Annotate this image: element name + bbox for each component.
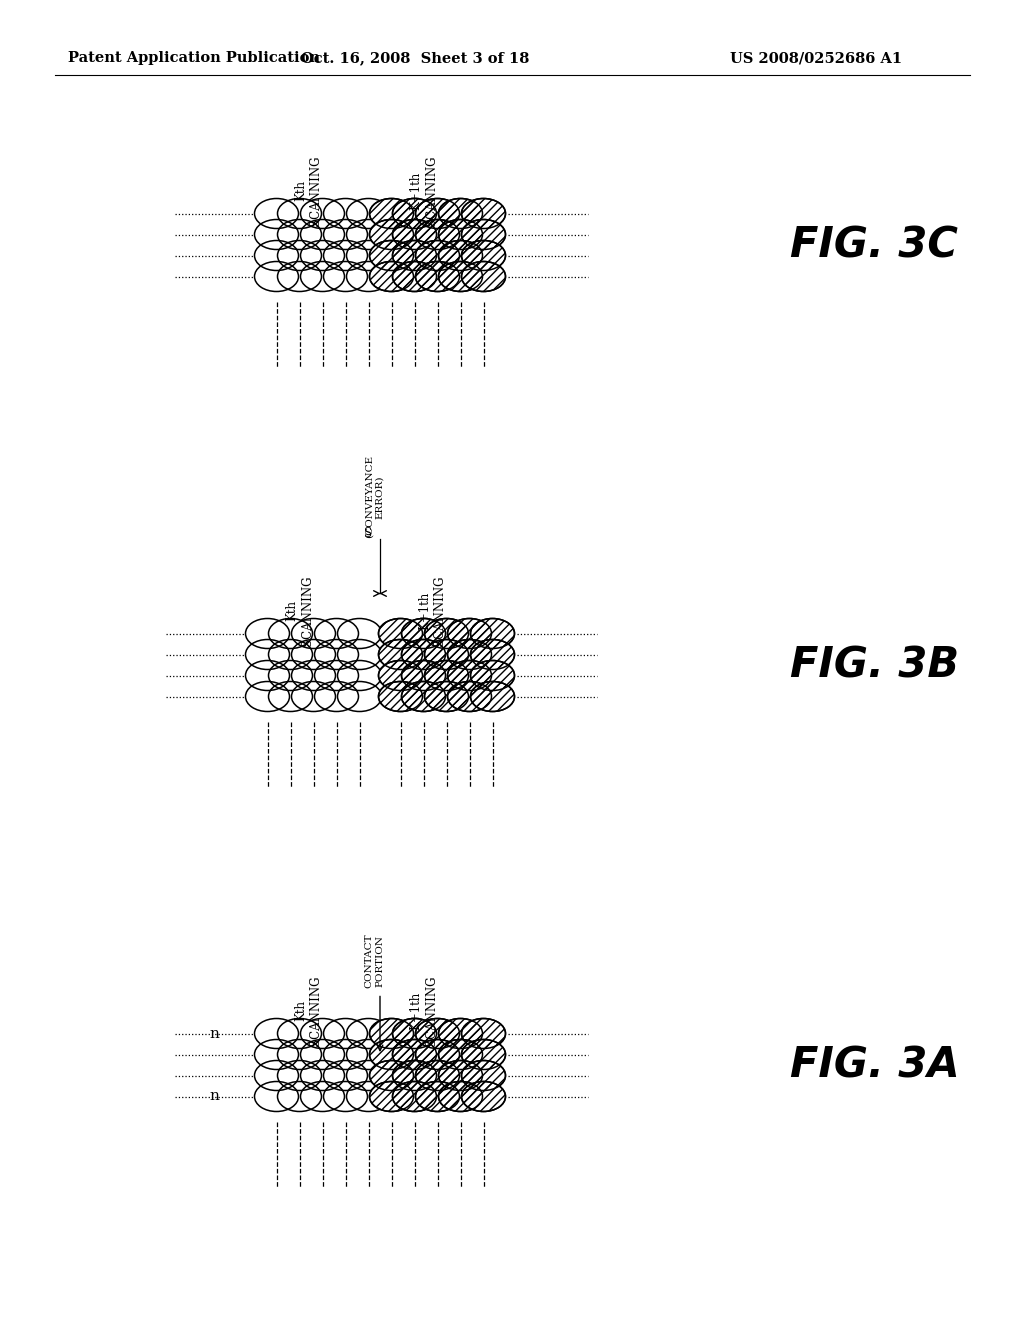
Ellipse shape [392, 240, 436, 271]
Text: K+1th
SCANNING: K+1th SCANNING [410, 156, 437, 226]
Text: Oct. 16, 2008  Sheet 3 of 18: Oct. 16, 2008 Sheet 3 of 18 [301, 51, 529, 65]
Ellipse shape [370, 1081, 414, 1111]
Text: Kth
SCANNING: Kth SCANNING [295, 156, 323, 226]
Text: FIG. 3A: FIG. 3A [790, 1044, 959, 1086]
Ellipse shape [370, 219, 414, 249]
Ellipse shape [416, 261, 460, 292]
Ellipse shape [462, 1040, 506, 1069]
Ellipse shape [462, 1019, 506, 1048]
Ellipse shape [370, 261, 414, 292]
Ellipse shape [438, 261, 482, 292]
Ellipse shape [401, 660, 445, 690]
Ellipse shape [392, 219, 436, 249]
Ellipse shape [370, 240, 414, 271]
Ellipse shape [438, 1081, 482, 1111]
Ellipse shape [370, 198, 414, 228]
Text: n: n [210, 1027, 219, 1040]
Ellipse shape [470, 639, 514, 669]
Text: n: n [210, 1089, 219, 1104]
Ellipse shape [447, 619, 492, 648]
Ellipse shape [379, 639, 423, 669]
Ellipse shape [370, 1060, 414, 1090]
Text: CONTACT
PORTION: CONTACT PORTION [365, 933, 384, 989]
Text: K+1th
SCANNING: K+1th SCANNING [410, 975, 437, 1045]
Ellipse shape [438, 219, 482, 249]
Ellipse shape [438, 1019, 482, 1048]
Ellipse shape [447, 639, 492, 669]
Ellipse shape [416, 1081, 460, 1111]
Ellipse shape [392, 1060, 436, 1090]
Ellipse shape [438, 1060, 482, 1090]
Ellipse shape [470, 681, 514, 711]
Ellipse shape [416, 1060, 460, 1090]
Text: S: S [364, 527, 372, 540]
Ellipse shape [379, 681, 423, 711]
Ellipse shape [392, 261, 436, 292]
Ellipse shape [392, 1040, 436, 1069]
Text: FIG. 3B: FIG. 3B [790, 644, 959, 686]
Ellipse shape [447, 681, 492, 711]
Ellipse shape [438, 240, 482, 271]
Ellipse shape [416, 198, 460, 228]
Ellipse shape [425, 681, 469, 711]
Ellipse shape [392, 198, 436, 228]
Ellipse shape [462, 219, 506, 249]
Ellipse shape [379, 619, 423, 648]
Ellipse shape [416, 1040, 460, 1069]
Ellipse shape [425, 619, 469, 648]
Ellipse shape [401, 681, 445, 711]
Text: (CONVEYANCE
ERROR): (CONVEYANCE ERROR) [365, 455, 384, 539]
Ellipse shape [401, 639, 445, 669]
Ellipse shape [425, 639, 469, 669]
Ellipse shape [470, 660, 514, 690]
Ellipse shape [447, 660, 492, 690]
Ellipse shape [462, 1060, 506, 1090]
Ellipse shape [379, 660, 423, 690]
Ellipse shape [470, 619, 514, 648]
Ellipse shape [416, 1019, 460, 1048]
Ellipse shape [462, 1081, 506, 1111]
Text: Kth
SCANNING: Kth SCANNING [295, 975, 323, 1045]
Ellipse shape [392, 1019, 436, 1048]
Text: Kth
SCANNING: Kth SCANNING [286, 576, 313, 645]
Ellipse shape [438, 1040, 482, 1069]
Ellipse shape [462, 261, 506, 292]
Ellipse shape [425, 660, 469, 690]
Text: K+1th
SCANNING: K+1th SCANNING [419, 576, 446, 645]
Ellipse shape [401, 619, 445, 648]
Ellipse shape [462, 240, 506, 271]
Text: Patent Application Publication: Patent Application Publication [68, 51, 319, 65]
Text: US 2008/0252686 A1: US 2008/0252686 A1 [730, 51, 902, 65]
Ellipse shape [416, 240, 460, 271]
Ellipse shape [438, 198, 482, 228]
Ellipse shape [370, 1019, 414, 1048]
Ellipse shape [370, 1040, 414, 1069]
Text: FIG. 3C: FIG. 3C [790, 224, 957, 267]
Ellipse shape [392, 1081, 436, 1111]
Ellipse shape [462, 198, 506, 228]
Ellipse shape [416, 219, 460, 249]
